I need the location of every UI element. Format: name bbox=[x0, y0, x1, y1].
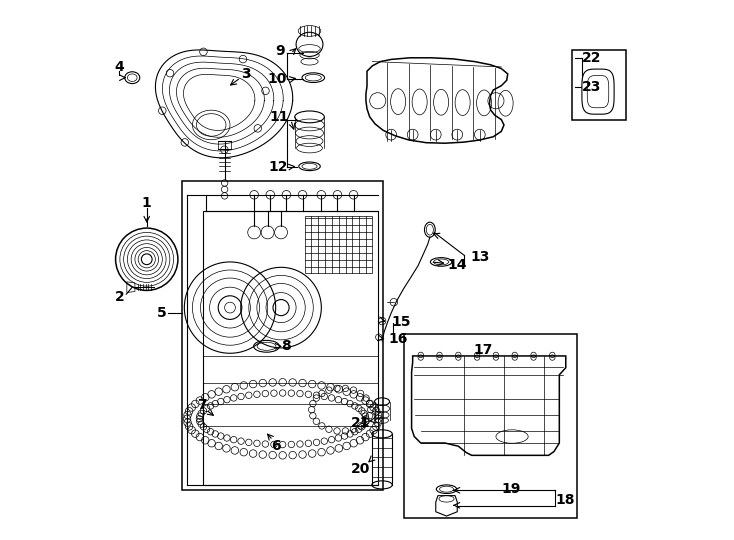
Text: 16: 16 bbox=[388, 332, 408, 346]
Text: 13: 13 bbox=[470, 249, 490, 264]
Text: 2: 2 bbox=[115, 290, 125, 304]
Text: 15: 15 bbox=[391, 315, 410, 329]
Text: 8: 8 bbox=[282, 339, 291, 353]
Text: 23: 23 bbox=[582, 80, 601, 94]
Text: 20: 20 bbox=[351, 462, 370, 476]
Text: 1: 1 bbox=[142, 196, 152, 210]
Text: 11: 11 bbox=[269, 110, 289, 124]
Text: 22: 22 bbox=[582, 51, 601, 65]
Text: 7: 7 bbox=[197, 399, 207, 413]
Bar bbox=[305, 217, 372, 273]
Polygon shape bbox=[366, 58, 508, 143]
Text: 19: 19 bbox=[501, 482, 520, 496]
Bar bbox=[181, 181, 383, 490]
Polygon shape bbox=[436, 496, 457, 516]
Text: 10: 10 bbox=[267, 72, 286, 86]
Text: 14: 14 bbox=[448, 258, 467, 272]
Text: 9: 9 bbox=[275, 44, 285, 58]
Text: 21: 21 bbox=[351, 416, 371, 430]
Bar bbox=[404, 334, 576, 518]
Bar bbox=[573, 50, 626, 119]
Text: 5: 5 bbox=[157, 306, 167, 320]
Polygon shape bbox=[412, 356, 566, 455]
Text: 4: 4 bbox=[114, 60, 123, 74]
Polygon shape bbox=[582, 69, 614, 114]
Text: 6: 6 bbox=[271, 438, 280, 453]
Text: 12: 12 bbox=[269, 160, 288, 174]
Text: 17: 17 bbox=[474, 342, 493, 356]
Text: 18: 18 bbox=[555, 493, 575, 507]
Polygon shape bbox=[587, 76, 608, 108]
Text: 3: 3 bbox=[241, 67, 251, 81]
